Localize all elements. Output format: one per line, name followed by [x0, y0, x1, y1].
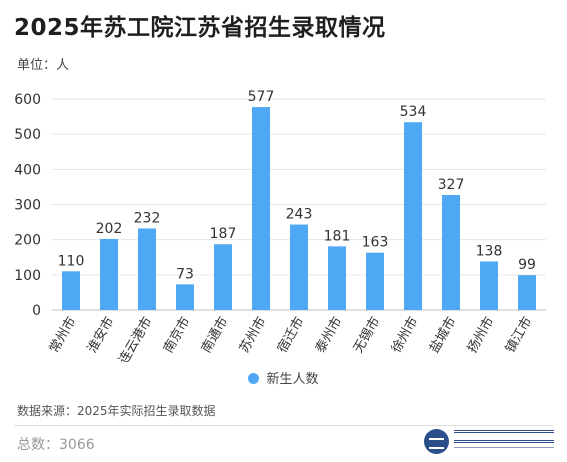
bar	[176, 284, 194, 310]
logo-seal-icon	[424, 429, 449, 454]
y-tick-label: 300	[14, 198, 41, 214]
data-label: 163	[362, 235, 389, 251]
x-tick-label: 南通市	[198, 314, 231, 356]
bar	[366, 252, 384, 310]
data-label: 327	[438, 177, 465, 193]
logo-wordmark	[454, 430, 554, 443]
legend-marker	[248, 373, 260, 384]
x-tick-label: 扬州市	[464, 314, 497, 356]
data-label: 187	[210, 226, 237, 242]
bar	[138, 228, 156, 310]
x-tick-label: 淮安市	[84, 314, 117, 356]
bar	[214, 244, 232, 310]
data-source-note: 数据来源：2025年实际招生录取数据	[17, 404, 216, 418]
logo-subline	[454, 447, 554, 448]
y-tick-label: 600	[14, 92, 41, 108]
x-tick-label: 徐州市	[388, 314, 421, 356]
bar	[328, 246, 346, 310]
x-tick-label: 连云港市	[116, 314, 156, 362]
footer-divider	[14, 425, 553, 426]
data-label: 73	[176, 266, 194, 282]
bar	[518, 275, 536, 310]
x-tick-label: 盐城市	[426, 314, 459, 356]
legend-label: 新生人数	[266, 372, 319, 387]
data-label: 534	[400, 104, 427, 120]
unit-label: 单位：人	[17, 58, 70, 73]
legend: 新生人数	[0, 368, 567, 387]
bar-chart: 0 100 200 300 400 500 600 110 常州市 202 淮安市 232 连云港市 73…	[14, 89, 546, 362]
x-tick-label: 常州市	[46, 314, 79, 356]
data-label: 202	[96, 221, 123, 237]
y-tick-label: 500	[14, 127, 41, 143]
data-label: 232	[134, 210, 161, 226]
chart-title: 2025年苏工院江苏省招生录取情况	[14, 15, 386, 41]
y-tick-label: 0	[32, 303, 41, 319]
school-logo	[424, 427, 554, 457]
x-tick-label: 镇江市	[502, 314, 535, 356]
data-label: 99	[518, 257, 536, 273]
x-tick-label: 泰州市	[312, 314, 345, 356]
data-label: 110	[58, 253, 85, 269]
x-tick-label: 无锡市	[350, 314, 383, 356]
bar	[62, 271, 80, 310]
bar	[100, 238, 118, 310]
data-label: 181	[324, 228, 351, 244]
bar	[252, 107, 270, 310]
data-label: 243	[286, 207, 313, 223]
y-tick-label: 100	[14, 268, 41, 284]
y-tick-label: 200	[14, 233, 41, 249]
x-tick-label: 南京市	[160, 314, 193, 356]
bar	[290, 224, 308, 310]
y-tick-label: 400	[14, 162, 41, 178]
data-label: 138	[476, 243, 503, 259]
bar	[404, 122, 422, 311]
x-tick-label: 宿迁市	[274, 314, 307, 356]
bar	[442, 195, 460, 310]
total-count: 总数：3066	[17, 437, 95, 453]
x-tick-label: 苏州市	[236, 314, 269, 356]
bar	[480, 261, 498, 310]
data-label: 577	[248, 89, 275, 105]
